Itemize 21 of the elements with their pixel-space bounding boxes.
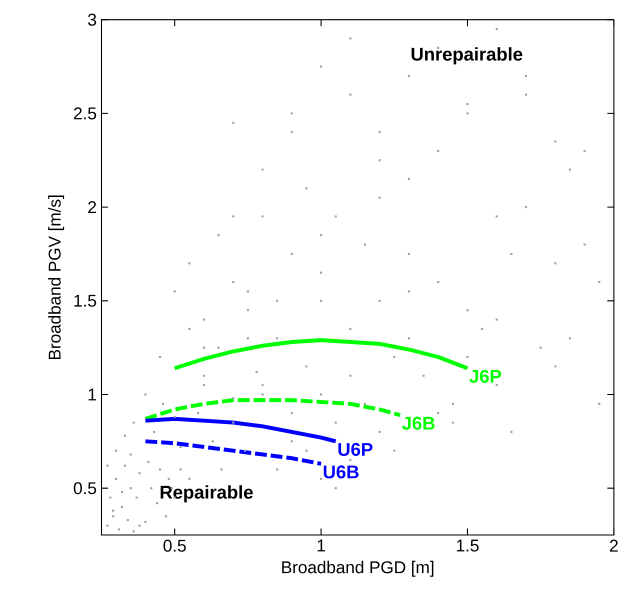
- y-tick-label: 2: [88, 201, 96, 214]
- y-tick-label: 3: [88, 14, 96, 26]
- x-tick-label: 2: [610, 540, 618, 552]
- annotation: Repairable: [160, 485, 253, 502]
- series-label: J6P: [469, 370, 502, 383]
- line-series: [143, 439, 324, 466]
- x-tick-label: 1: [318, 540, 326, 552]
- y-tick-label: 1.5: [74, 294, 96, 307]
- x-axis-title: Broadband PGD [m]: [282, 560, 434, 577]
- series-label: U6B: [324, 465, 359, 478]
- y-tick-label: 2.5: [74, 107, 96, 120]
- series-label: J6B: [402, 416, 435, 430]
- y-tick-label: 0.5: [74, 482, 96, 494]
- y-axis-title: Broadband PGV [m/s]: [48, 196, 64, 360]
- annotation: Unrepairable: [412, 47, 522, 64]
- x-tick-label: 1.5: [456, 540, 479, 552]
- line-series: [172, 338, 470, 370]
- line-series: [143, 416, 338, 444]
- y-tick-label: 1: [88, 388, 96, 400]
- x-tick-label: 0.5: [163, 540, 186, 552]
- series-label: U6P: [338, 442, 372, 456]
